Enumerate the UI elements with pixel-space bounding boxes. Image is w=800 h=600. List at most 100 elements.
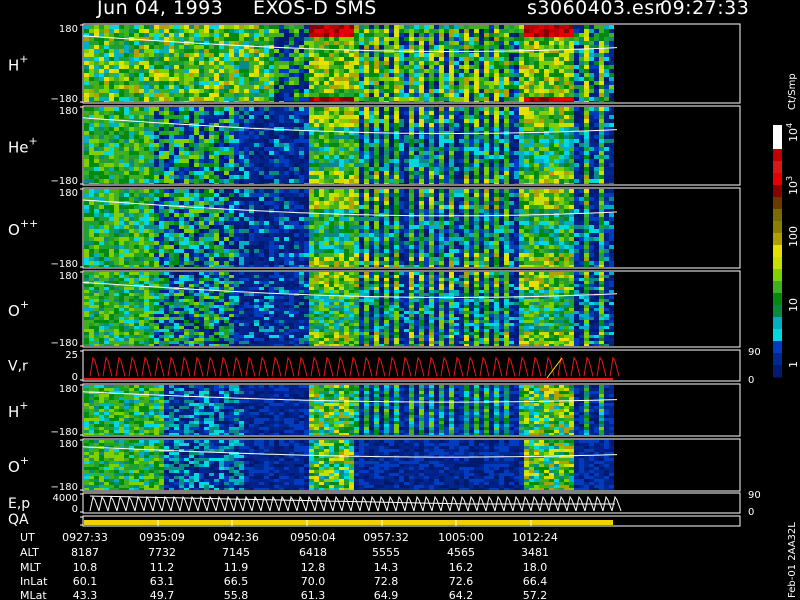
panel-frame — [82, 438, 741, 492]
y-tick-bottom: 0 — [72, 504, 78, 515]
orbit-value: 1012:24 — [512, 531, 558, 544]
panel-label: V,r — [8, 359, 28, 375]
panel-label: O+ — [8, 454, 29, 476]
orbit-value: 0957:32 — [363, 531, 409, 544]
colorbar-segment — [773, 365, 782, 378]
y-tick-top: 4000 — [53, 493, 78, 504]
orbit-value: 0935:09 — [139, 531, 185, 544]
panel-frame — [82, 383, 741, 437]
footer-id: Feb-01 2AA32L — [787, 522, 798, 598]
panel-label: He+ — [8, 135, 38, 157]
colorbar-segment — [773, 293, 782, 306]
orbit-value: 64.9 — [374, 589, 399, 600]
orbit-value: 72.6 — [449, 575, 474, 588]
orbit-row-label: MLat — [20, 589, 47, 600]
orbit-value: 66.5 — [224, 575, 249, 588]
colorbar-segment — [773, 197, 782, 210]
orbit-value: 63.1 — [150, 575, 175, 588]
colorbar-segment — [773, 269, 782, 282]
colorbar-segment — [773, 209, 782, 222]
panel-label-sup: + — [20, 298, 29, 311]
orbit-value: 0950:04 — [290, 531, 336, 544]
orbit-value: 64.2 — [449, 589, 474, 600]
orbit-value: 55.8 — [224, 589, 249, 600]
orbit-value: 1005:00 — [438, 531, 484, 544]
orbit-value: 66.4 — [523, 575, 548, 588]
panel-label-sup: + — [19, 53, 28, 66]
colorbar-label: 103 — [785, 176, 800, 195]
panel-2: He+ 180 −180 — [8, 105, 741, 187]
colorbar-segment — [773, 149, 782, 162]
colorbar-unit: Ct/Smp — [787, 73, 798, 110]
y-tick-top: 25 — [65, 350, 78, 361]
right-tick-top: 90 — [748, 347, 761, 358]
spectrogram-cells — [84, 440, 614, 490]
orbit-value: 3481 — [521, 546, 549, 559]
header-instrument: EXOS-D SMS — [253, 0, 377, 19]
orbit-row-label: UT — [20, 531, 35, 544]
orbit-table: UT 0927:33 0935:09 0942:36 0950:04 0957:32 100… — [20, 531, 558, 600]
panel-label: H+ — [8, 53, 29, 75]
panel-4: O+ 180 −180 — [8, 270, 741, 349]
orbit-value: 49.7 — [150, 589, 175, 600]
y-tick-top: 180 — [59, 188, 78, 199]
spectrogram-cells — [84, 272, 614, 346]
orbit-value: 6418 — [299, 546, 327, 559]
y-tick-top: 180 — [59, 106, 78, 117]
pitch-angle-trace — [82, 35, 618, 52]
colorbar-segment — [773, 185, 782, 198]
panel-frame — [82, 105, 741, 186]
panel-label: O+ — [8, 298, 29, 320]
orbit-value: 61.3 — [301, 589, 326, 600]
orbit-value: 70.0 — [301, 575, 326, 588]
panel-1: H+ 180 −180 — [8, 23, 741, 105]
qa-bar — [84, 520, 613, 525]
header-file: s3060403.esr — [527, 0, 663, 19]
panel-label: QA — [8, 512, 29, 528]
y-tick-bottom: −180 — [51, 259, 78, 270]
orbit-value: 4565 — [447, 546, 475, 559]
orbit-value: 72.8 — [374, 575, 399, 588]
colorbar-segment — [773, 353, 782, 366]
colorbar-segment — [773, 341, 782, 354]
colorbar-segment — [773, 233, 782, 246]
pitch-angle-trace — [82, 281, 618, 298]
panel-9: QA — [8, 512, 741, 528]
orbit-row-label: InLat — [20, 575, 48, 588]
right-tick-top: 90 — [748, 490, 761, 501]
colorbar-segment — [773, 137, 782, 150]
panel-7: O+ 180 −180 — [8, 438, 741, 493]
orbit-value: 7145 — [222, 546, 250, 559]
panel-label-sup: + — [29, 135, 38, 148]
orbit-value: 11.9 — [224, 561, 249, 574]
right-tick-bottom: 0 — [748, 375, 754, 386]
y-tick-bottom: −180 — [51, 482, 78, 493]
panel-frame — [82, 187, 741, 269]
spectrogram-cells — [84, 25, 614, 102]
panel-label: E,p — [8, 496, 30, 512]
colorbar-label: 104 — [785, 123, 800, 142]
orbit-value: 18.0 — [523, 561, 548, 574]
orbit-value: 57.2 — [523, 589, 548, 600]
pitch-angle-trace — [82, 391, 618, 403]
y-tick-bottom: −180 — [51, 427, 78, 438]
colorbar-segment — [773, 245, 782, 258]
right-tick-bottom: 0 — [748, 507, 754, 518]
orbit-value: 7732 — [148, 546, 176, 559]
panel-frame — [82, 492, 741, 514]
panel-6: H+ 180 −180 — [8, 383, 741, 438]
colorbar-segment — [773, 161, 782, 174]
panel-frame — [82, 23, 741, 104]
orbit-value: 60.1 — [73, 575, 98, 588]
colorbar-segment — [773, 329, 782, 342]
orbit-value: 8187 — [71, 546, 99, 559]
colorbar-segment — [773, 257, 782, 270]
velocity-trace — [89, 356, 620, 377]
orbit-value: 11.2 — [150, 561, 175, 574]
orbit-value: 0927:33 — [62, 531, 108, 544]
spectrogram-cells — [84, 385, 614, 435]
spectrogram-cells — [84, 107, 614, 184]
colorbar-label: 1 — [787, 361, 800, 368]
highlight-segment — [546, 357, 563, 379]
